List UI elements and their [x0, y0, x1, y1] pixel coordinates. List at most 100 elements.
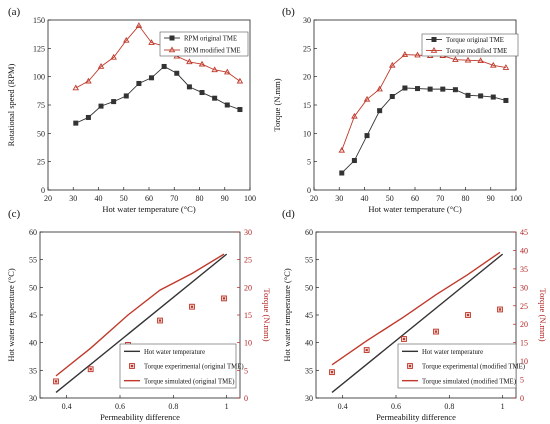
x-tick-label: 70 [436, 194, 444, 203]
x-tick-label: 0.4 [338, 402, 348, 411]
y-right-tick-label: 45 [520, 228, 528, 237]
series-line-0 [55, 253, 228, 394]
y-right-tick-label: 20 [520, 320, 528, 329]
y-right-tick-label: 15 [520, 339, 528, 348]
x-tick-label: 100 [244, 194, 256, 203]
data-point [452, 87, 458, 93]
legend-entry: Torque experimental (original TME) [144, 364, 244, 371]
legend-entry: Hot water temperature [144, 349, 205, 356]
y-tick-label: 40 [29, 339, 37, 348]
panel-label: (b) [282, 6, 295, 18]
panel-label: (d) [282, 208, 295, 220]
y-tick-label: 75 [37, 101, 45, 110]
y-right-tick-label: 30 [520, 283, 528, 292]
data-point [110, 53, 117, 60]
data-point-core [158, 319, 162, 322]
y-tick-label: 25 [37, 158, 45, 167]
y-axis-label: Hot water temperature (°C) [282, 268, 292, 361]
y-right-tick-label: 20 [244, 283, 252, 292]
y-right-tick-label: 15 [244, 311, 252, 320]
y-tick-label: 55 [29, 256, 37, 265]
data-point [414, 51, 421, 58]
legend-frame [421, 33, 519, 57]
chart-panel-a: (a) 20 30 40 50 60 70 80 90 100 0 25 50 75 100 125 150 Ho… [6, 6, 256, 214]
legend-entry: RPM original TME [184, 36, 237, 43]
data-point [237, 107, 243, 113]
data-point [186, 58, 193, 65]
x-tick-label: 70 [170, 194, 178, 203]
x-tick-label: 90 [221, 194, 229, 203]
legend-marker [431, 36, 437, 42]
y-right-axis-label: Torque (N.mm) [262, 288, 272, 341]
data-point [148, 39, 155, 45]
data-point [186, 84, 192, 90]
series-line-0 [331, 253, 504, 394]
data-point-core [190, 305, 194, 308]
y-tick-label: 0 [307, 186, 311, 195]
y-axis-label: Hot water temperature (°C) [6, 268, 16, 361]
data-point [415, 86, 421, 92]
y-tick-label: 60 [29, 228, 37, 237]
y-tick-label: 30 [303, 16, 311, 25]
legend-marker-core [130, 364, 134, 368]
legend-entry: RPM modified TME [184, 48, 241, 55]
x-tick-label: 80 [462, 194, 470, 203]
data-point [440, 86, 446, 92]
x-tick-label: 40 [361, 194, 369, 203]
x-tick-label: 30 [69, 194, 77, 203]
data-point [98, 103, 104, 109]
data-point [212, 95, 218, 101]
x-axis-label: Permeability difference [100, 412, 180, 422]
data-point [339, 170, 345, 176]
legend-marker [169, 35, 175, 41]
data-point [149, 75, 155, 81]
y-tick-label: 35 [305, 366, 313, 375]
y-tick-label: 150 [33, 16, 45, 25]
data-point [402, 85, 408, 91]
data-point [73, 120, 79, 126]
legend: Hot water temperature Torque experimental… [397, 343, 525, 389]
y-tick-label: 10 [303, 129, 311, 138]
data-point [97, 62, 105, 69]
data-point [490, 61, 497, 68]
y-right-tick-label: 25 [520, 302, 528, 311]
data-point [236, 77, 244, 84]
y-tick-label: 25 [303, 44, 311, 53]
x-tick-label: 80 [196, 194, 204, 203]
data-point [198, 60, 206, 67]
data-point [199, 90, 205, 96]
data-point [136, 80, 142, 86]
series-line-2 [331, 251, 501, 366]
y-tick-label: 15 [303, 101, 311, 110]
x-axis-label: Hot water temperature (°C) [102, 204, 195, 214]
x-axis-label: Permeability difference [376, 412, 456, 422]
legend-entry: Hot water temperature [422, 349, 483, 356]
data-point [427, 86, 433, 92]
data-point [363, 95, 371, 102]
chart-panel-b: (b) 20 30 40 50 60 70 80 90 100 0 5 10 15 20 25 30 Hot wa… [272, 6, 522, 214]
legend: RPM original TME RPM modified TME [159, 31, 249, 57]
data-point [503, 97, 509, 103]
data-point [377, 108, 383, 114]
data-point-core [330, 370, 334, 374]
data-point [351, 112, 358, 119]
y-tick-label: 30 [29, 394, 37, 403]
x-tick-label: 20 [44, 194, 52, 203]
y-tick-label: 100 [33, 73, 45, 82]
legend: Torque original TME Torque modified TME [421, 33, 519, 57]
data-point [224, 102, 230, 108]
y-tick-label: 30 [305, 394, 313, 403]
y-tick-label: 55 [305, 256, 313, 265]
series-line-0 [75, 65, 241, 124]
legend-entry: Torque simulated (modified TME) [422, 378, 516, 385]
y-right-tick-label: 0 [520, 394, 524, 403]
data-point [389, 61, 396, 68]
y-tick-label: 125 [33, 44, 45, 53]
data-point [452, 56, 459, 62]
data-point-core [498, 308, 502, 311]
data-point [85, 114, 91, 120]
panel-label: (c) [8, 208, 21, 220]
x-tick-label: 0.6 [391, 402, 401, 411]
y-right-tick-label: 5 [520, 376, 524, 385]
y-right-axis-label: Torque (N.mm) [538, 288, 548, 341]
